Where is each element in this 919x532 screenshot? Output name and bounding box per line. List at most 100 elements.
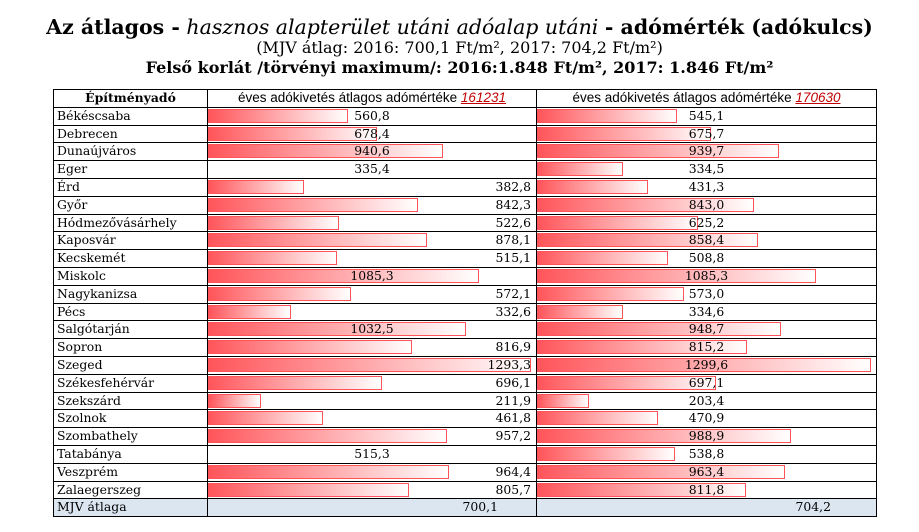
second-value-cell: 334,5: [537, 161, 877, 179]
data-label: 572,1: [495, 285, 531, 301]
data-bar: [537, 233, 758, 248]
data-label: 1293,3: [487, 356, 531, 372]
first-value-cell: 964,4: [208, 463, 537, 482]
first-value-cell: 1085,3: [208, 267, 537, 286]
title-italic-middle: hasznos alapterület utáni adóalap utáni: [186, 15, 599, 39]
table-row: Dunaújváros 940,6 939,7: [54, 143, 877, 162]
first-value-cell: 332,6: [208, 303, 537, 322]
table-row: Szeged 1293,3 1299,6: [54, 356, 877, 375]
second-value-cell: 470,9: [537, 410, 877, 429]
data-bar: [537, 268, 816, 283]
data-bar: [537, 304, 623, 319]
first-value-cell: 878,1: [208, 232, 537, 251]
second-value-cell: 203,4: [537, 392, 877, 411]
data-label: 431,3: [688, 178, 725, 194]
city-name-cell: Debrecen: [54, 125, 208, 144]
data-label: 842,3: [495, 196, 531, 212]
data-bar: [537, 375, 717, 390]
table-row: Hódmezővásárhely 522,6 625,2: [54, 214, 877, 233]
data-bar: [537, 411, 659, 426]
data-label: 878,1: [495, 232, 531, 248]
second-value-cell: 508,8: [537, 250, 877, 268]
data-bar: [537, 464, 785, 479]
first-value-cell: 842,3: [208, 196, 537, 215]
city-name-cell: Hódmezővásárhely: [54, 214, 208, 233]
data-bar: [208, 482, 410, 497]
data-bar: [208, 179, 304, 194]
data-label: 545,1: [688, 107, 725, 123]
second-value-cell: 697,1: [537, 374, 877, 393]
data-bar: [208, 286, 351, 301]
data-bar: [208, 375, 382, 390]
second-value-cell: 858,4: [537, 232, 877, 251]
city-name-cell: Eger: [54, 161, 208, 179]
second-value-cell: 545,1: [537, 107, 877, 126]
table-row: Győr 842,3 843,0: [54, 196, 877, 215]
header-first-reference: 161231: [460, 90, 506, 105]
first-value-cell: 940,6: [208, 143, 537, 162]
second-value-cell: 1299,6: [537, 356, 877, 375]
table-row: Érd 382,8 431,3: [54, 178, 877, 197]
first-value-cell: 1032,5: [208, 321, 537, 340]
data-bar: [537, 126, 711, 141]
data-bar: [208, 144, 443, 159]
table-row: Salgótarján 1032,5 948,7: [54, 321, 877, 340]
data-bar: [208, 108, 349, 123]
second-value-cell: 1085,3: [537, 267, 877, 286]
second-value-cell: 939,7: [537, 143, 877, 162]
data-label: 948,7: [688, 321, 725, 337]
data-label: 382,8: [495, 178, 531, 194]
data-label: 522,6: [495, 214, 531, 230]
header-second-text: éves adókivetés átlagos adómértéke: [572, 90, 792, 105]
data-label: 811,8: [688, 481, 725, 497]
table-row: Zalaegerszeg 805,7 811,8: [54, 481, 877, 500]
data-label: 858,4: [688, 232, 725, 248]
header-first-value-column: éves adókivetés átlagos adómértéke 16123…: [208, 90, 537, 108]
second-value-cell: 625,2: [537, 214, 877, 233]
average-row-label: MJV átlaga: [54, 499, 208, 518]
table-row: Székesfehérvár 696,1 697,1: [54, 374, 877, 393]
city-name-cell: Szombathely: [54, 428, 208, 446]
data-label: 461,8: [495, 410, 531, 426]
city-name-cell: Székesfehérvár: [54, 374, 208, 393]
table-row: Szolnok 461,8 470,9: [54, 410, 877, 429]
data-label: 508,8: [688, 250, 725, 266]
data-label: 988,9: [688, 428, 725, 444]
table-row: Sopron 816,9 815,2: [54, 339, 877, 357]
first-value-cell: 382,8: [208, 178, 537, 197]
data-bar: [208, 251, 337, 266]
data-label: 964,4: [495, 463, 531, 479]
data-label: 334,5: [688, 161, 725, 177]
average-row: MJV átlaga 700,1 704,2: [54, 499, 877, 518]
table-row: Debrecen 678,4 675,7: [54, 125, 877, 144]
data-label: 332,6: [495, 303, 531, 319]
second-value-cell: 811,8: [537, 481, 877, 500]
page-title: Az átlagos - hasznos alapterület utáni a…: [0, 11, 919, 43]
city-name-cell: Pécs: [54, 303, 208, 322]
data-bar: [537, 286, 685, 301]
data-label: 1085,3: [350, 267, 394, 283]
data-label: 816,9: [495, 339, 531, 355]
data-bar: [537, 162, 623, 177]
data-label: 573,0: [688, 285, 725, 301]
average-first-value: 700,1: [462, 499, 498, 515]
first-value-cell: 560,8: [208, 107, 537, 126]
average-second-value: 704,2: [795, 499, 831, 515]
city-name-cell: Szolnok: [54, 410, 208, 429]
first-value-cell: 211,9: [208, 392, 537, 411]
header-city-column: Építményadó: [54, 90, 208, 108]
header-first-text: éves adókivetés átlagos adómértéke: [238, 90, 458, 105]
average-subtitle: (MJV átlag: 2016: 700,1 Ft/m², 2017: 704…: [256, 38, 663, 57]
city-name-cell: Érd: [54, 178, 208, 197]
city-name-cell: Veszprém: [54, 463, 208, 482]
city-name-cell: Tatabánya: [54, 445, 208, 464]
data-label: 843,0: [688, 196, 725, 212]
data-label: 678,4: [354, 125, 390, 141]
data-label: 211,9: [495, 392, 531, 408]
city-name-cell: Szekszárd: [54, 392, 208, 411]
table-row: Békéscsaba 560,8 545,1: [54, 107, 877, 126]
second-value-cell: 815,2: [537, 339, 877, 357]
first-value-cell: 335,4: [208, 161, 537, 179]
first-value-cell: 515,1: [208, 250, 537, 268]
title-bold-start: Az átlagos -: [46, 15, 180, 39]
